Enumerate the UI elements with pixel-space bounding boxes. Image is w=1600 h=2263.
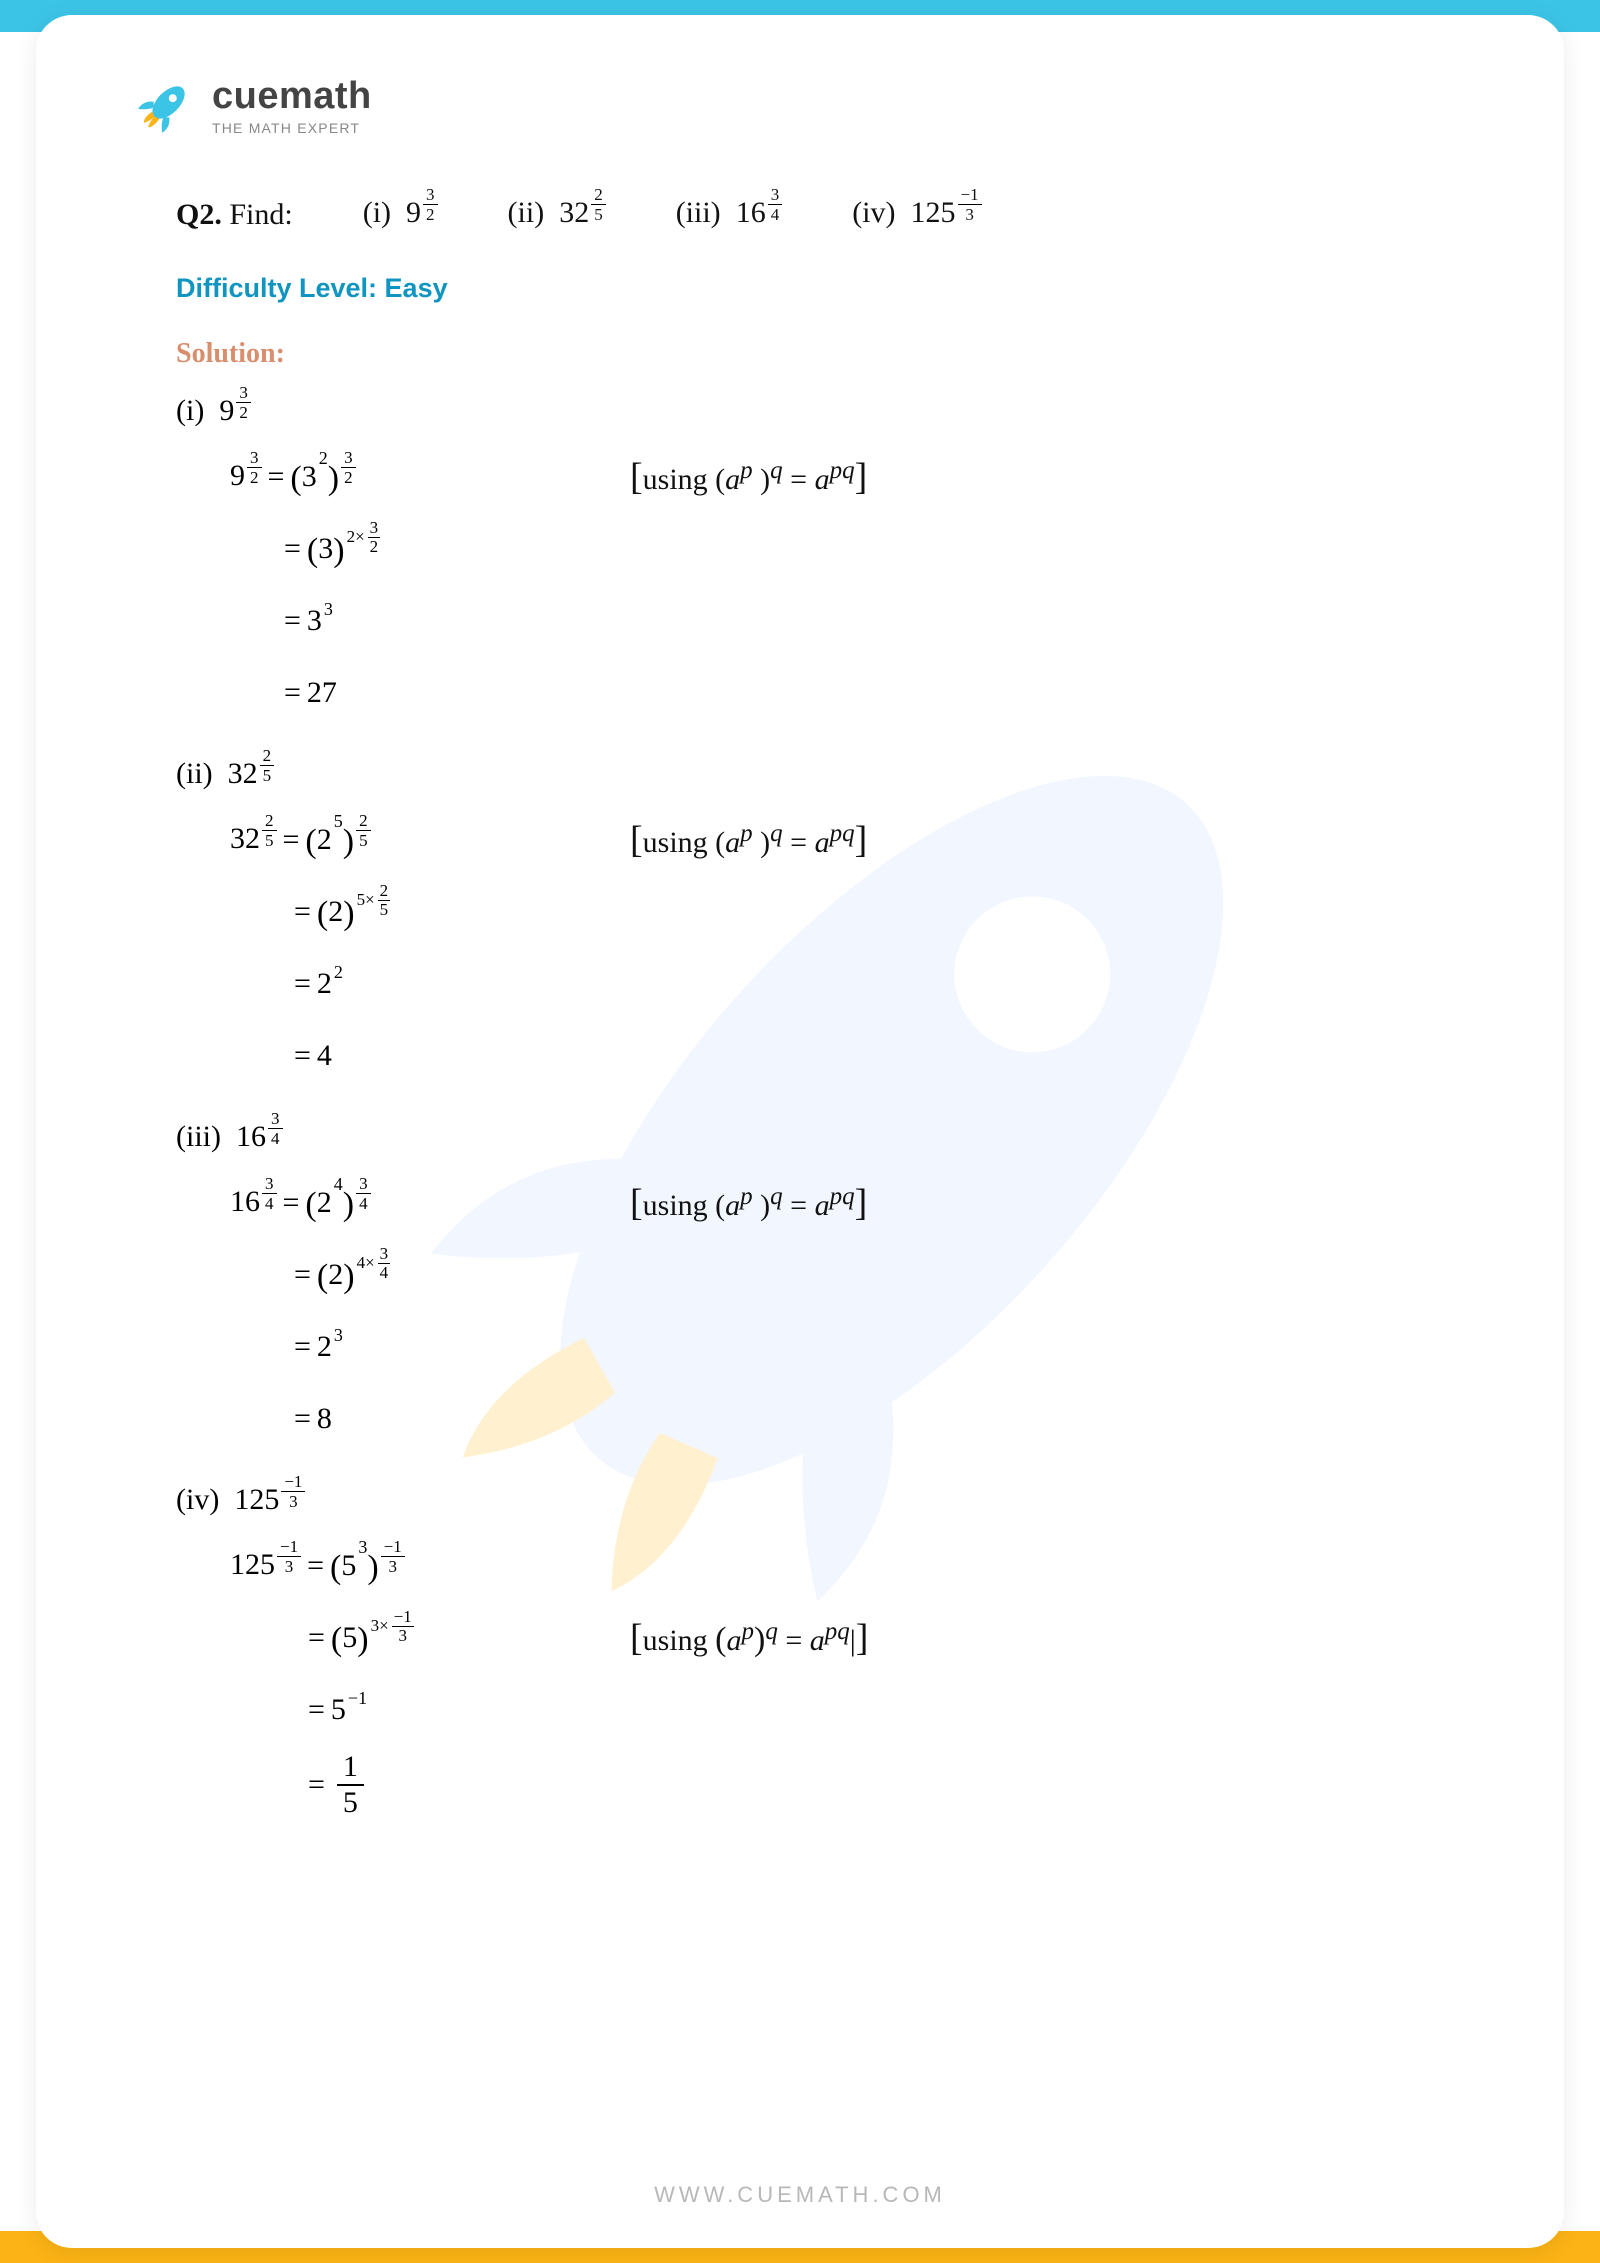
part-iii: (iii) 16 34 1634 = (24) 34 [using (ap )q… [136,1120,1464,1449]
question-row: Q2. Find: (i) 9 32 (ii) 32 25 (iii) 16 3… [136,196,1464,233]
question-number: Q2. [176,198,222,231]
rule-annotation: [using (ap )q = apq] [630,455,867,499]
content: cuemath THE MATH EXPERT Q2. Find: (i) 9 … [136,75,1464,1818]
brand-logo: cuemath THE MATH EXPERT [136,75,1464,136]
difficulty-label: Difficulty Level: Easy [136,273,1464,304]
part-ii: (ii) 32 25 3225 = (25) 25 [using (ap )q … [136,757,1464,1086]
q-item-ii: (ii) 32 25 [508,196,606,233]
rocket-icon [136,77,194,135]
rule-annotation: [using (ap )q = apq] [630,818,867,862]
q-item-iv: (iv) 125 −13 [852,196,981,233]
rule-annotation: [using (ap )q = apq] [630,1181,867,1225]
brand-name: cuemath [212,75,372,118]
q-item-i: (i) 9 32 [363,196,438,233]
q-item-iii: (iii) 16 34 [676,196,783,233]
brand-tagline: THE MATH EXPERT [212,120,372,136]
footer-url: WWW.CUEMATH.COM [36,2182,1564,2208]
question-prompt: Find: [229,198,292,231]
part-i: (i) 9 32 932 = (32) 32 [using (ap )q = a… [136,394,1464,723]
part-iv: (iv) 125 −13 125−13 = (53) −13 =(5) [136,1483,1464,1818]
solution-heading: Solution: [136,338,1464,370]
rule-annotation: [using (ap)q = apq|] [630,1616,868,1660]
page-card: cuemath THE MATH EXPERT Q2. Find: (i) 9 … [36,15,1564,2248]
